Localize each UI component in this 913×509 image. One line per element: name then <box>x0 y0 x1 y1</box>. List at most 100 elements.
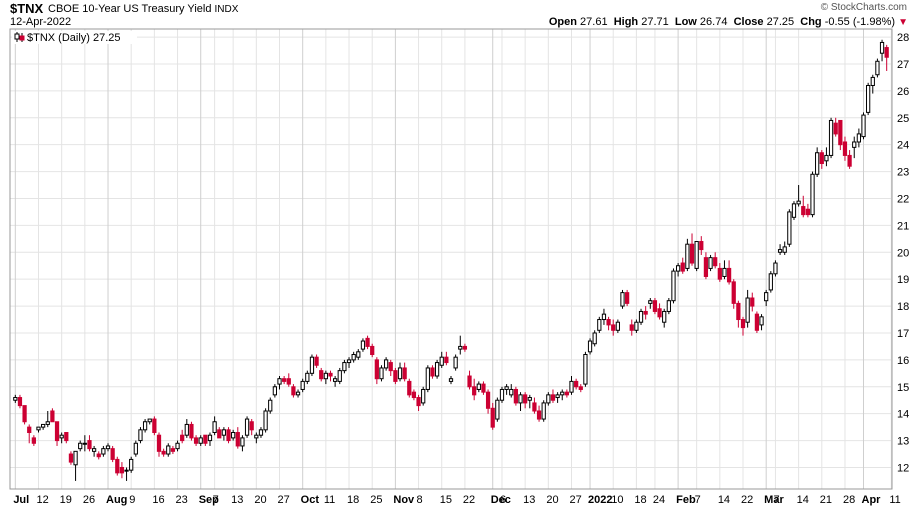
candle <box>458 335 463 355</box>
candle <box>175 440 180 452</box>
candle-body <box>277 378 282 385</box>
chg-label: Chg <box>800 16 822 28</box>
candle <box>91 445 97 457</box>
candle <box>819 150 824 169</box>
candle-body <box>666 300 671 312</box>
candle-body <box>597 319 602 331</box>
candle <box>333 376 338 387</box>
candle <box>550 389 556 403</box>
candle <box>397 362 403 382</box>
candle <box>254 432 259 444</box>
candle-body <box>870 76 875 86</box>
candle-body <box>634 321 639 331</box>
candle <box>249 419 254 436</box>
candle <box>504 384 509 395</box>
candle <box>509 384 514 398</box>
candle-body <box>434 362 440 377</box>
candle <box>36 426 41 433</box>
candle-body <box>472 386 477 396</box>
candle <box>17 394 23 409</box>
candle-body <box>430 367 435 377</box>
candle <box>495 397 500 422</box>
candle-body <box>583 353 588 385</box>
candle-body <box>291 386 296 396</box>
candle <box>481 381 486 395</box>
candle-body <box>365 337 370 347</box>
candle-body <box>578 386 583 390</box>
candle <box>805 203 811 218</box>
candle-body <box>467 375 472 388</box>
candle <box>383 357 389 371</box>
candle-body <box>675 265 681 272</box>
candle-body <box>22 405 27 423</box>
candle-body <box>193 437 199 444</box>
candle <box>258 427 264 438</box>
x-tick-label: 24 <box>653 494 665 506</box>
candle <box>300 378 305 393</box>
candle-body <box>587 340 593 353</box>
candle-body <box>96 453 101 458</box>
candle <box>740 316 746 336</box>
candle-body <box>110 448 115 460</box>
candle <box>801 195 806 218</box>
candle-body <box>745 297 750 323</box>
candle-body <box>805 208 811 216</box>
candle <box>731 279 736 309</box>
candle <box>643 306 648 320</box>
candle <box>45 410 50 428</box>
candle <box>82 435 87 452</box>
candle <box>750 292 755 312</box>
candle-body <box>314 356 319 366</box>
x-tick-label: 9 <box>129 494 135 506</box>
candle <box>518 392 523 411</box>
candle <box>198 435 203 446</box>
candle <box>662 308 667 328</box>
candle <box>597 316 602 333</box>
candle-body <box>833 122 838 135</box>
candle <box>782 241 787 255</box>
candle <box>490 402 495 430</box>
candle <box>444 351 449 366</box>
candle <box>170 445 176 455</box>
candle <box>147 418 152 425</box>
candle <box>824 147 829 167</box>
candle <box>638 308 644 325</box>
candle <box>472 378 477 401</box>
x-tick-label: 25 <box>370 494 382 506</box>
candle <box>156 432 162 457</box>
candle-body <box>453 356 458 369</box>
candle-body <box>54 421 60 442</box>
x-tick-label: 16 <box>152 494 164 506</box>
candle-body <box>476 383 481 390</box>
candle <box>64 432 69 444</box>
candle-body <box>481 383 486 393</box>
candle <box>574 378 579 390</box>
candle-body <box>263 410 268 431</box>
candle-body <box>879 41 885 54</box>
candle-body <box>490 407 495 428</box>
y-tick-label: 14 <box>897 409 909 421</box>
candle-body <box>782 246 787 253</box>
candle-body <box>142 421 148 431</box>
x-tick-label: 19 <box>60 494 72 506</box>
candle-body <box>856 133 861 143</box>
security-name-text: CBOE 10-Year US Treasury Yield <box>48 3 212 15</box>
x-tick-label: 26 <box>83 494 95 506</box>
candle <box>305 370 310 385</box>
candle-body <box>648 300 653 304</box>
candle <box>815 147 820 177</box>
y-tick-label: 25 <box>897 113 909 125</box>
candle-body <box>282 378 287 382</box>
candle-body <box>13 397 18 401</box>
candle <box>532 397 537 414</box>
candle-body <box>615 321 620 331</box>
candle-body <box>31 437 36 444</box>
y-tick-label: 27 <box>897 59 909 71</box>
candle-body <box>550 394 556 401</box>
candle <box>875 58 880 78</box>
candle-body <box>231 432 236 439</box>
candle-body <box>527 397 532 401</box>
candle-body <box>68 453 74 463</box>
candle-body <box>592 332 597 345</box>
